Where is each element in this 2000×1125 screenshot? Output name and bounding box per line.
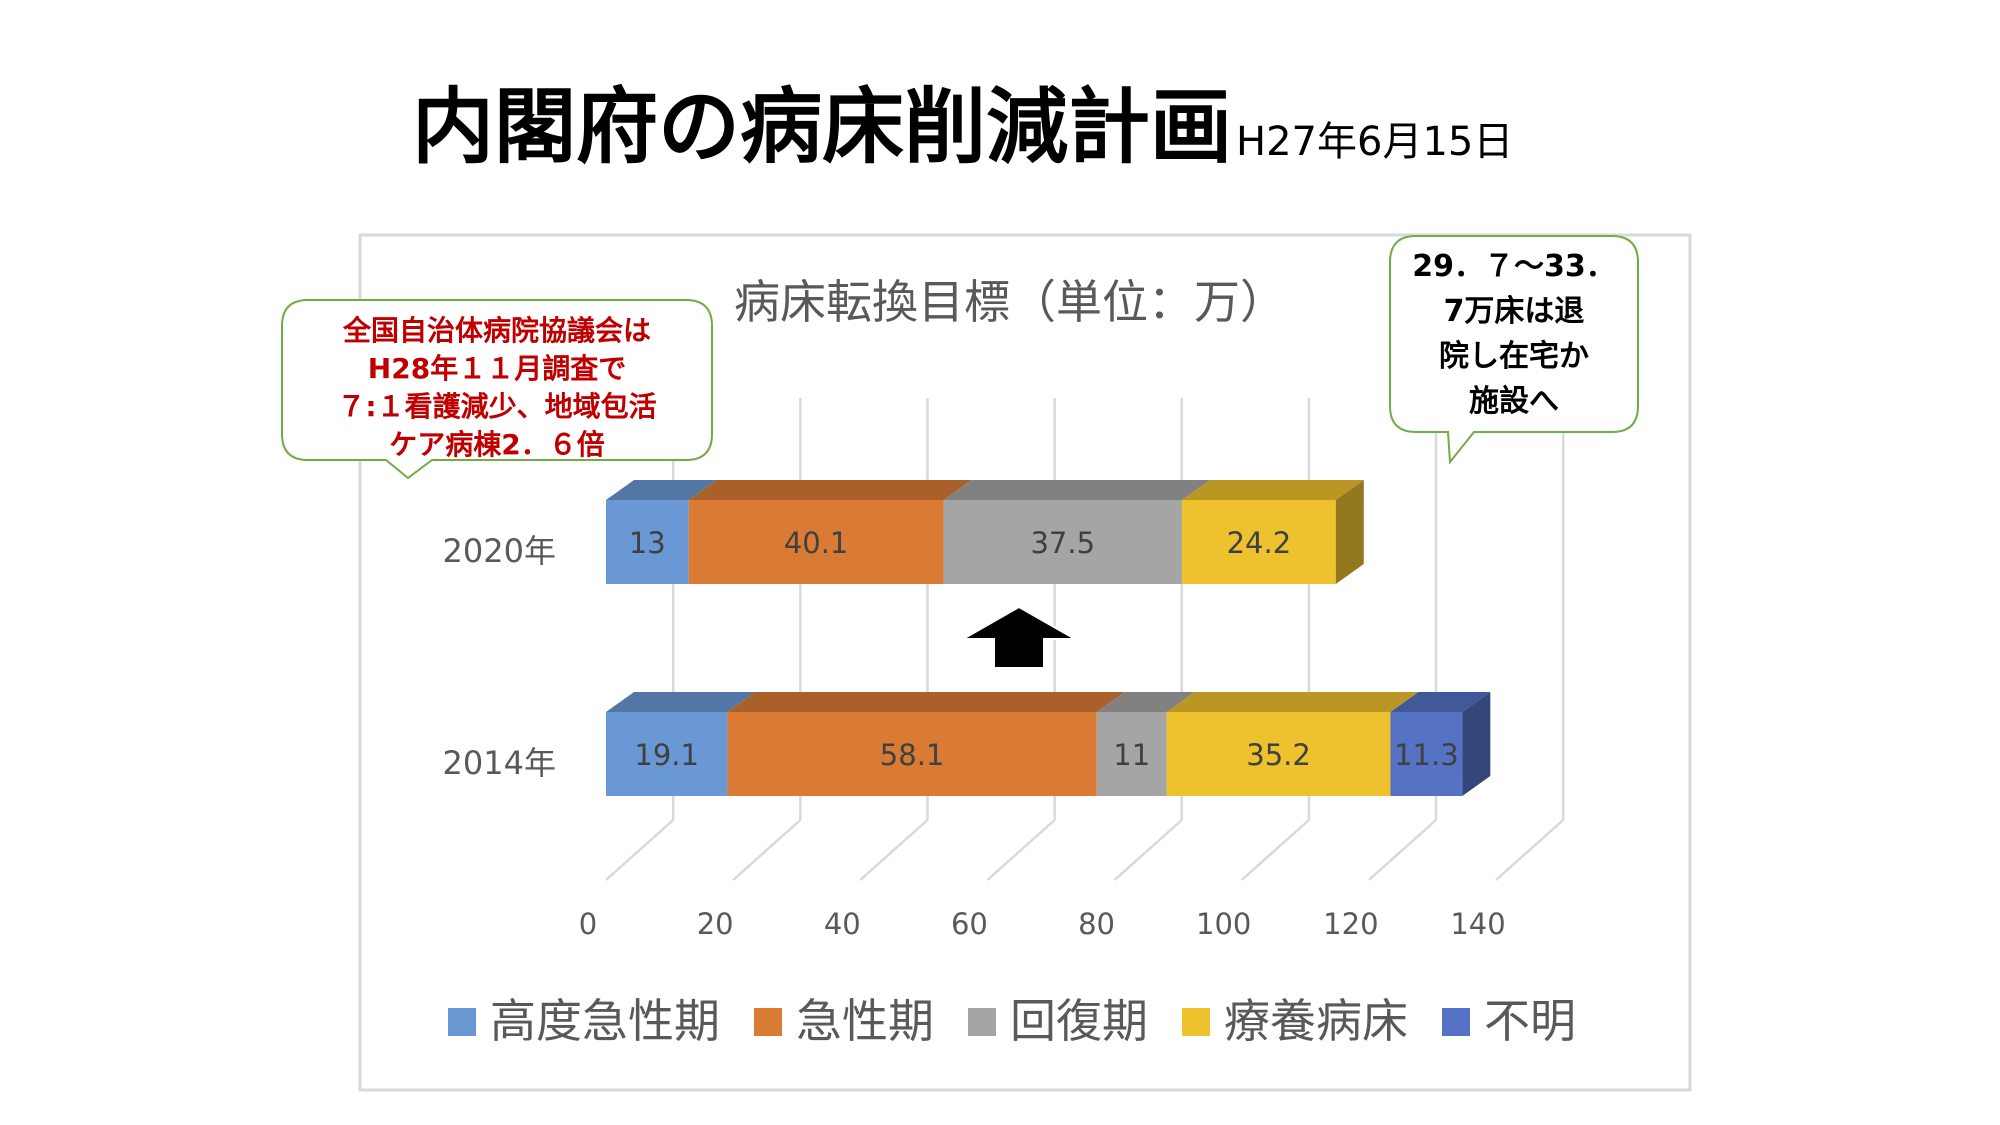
bar: [943, 500, 1182, 584]
legend-swatch: [448, 1008, 476, 1036]
callout-line: 7万床は退: [1444, 294, 1585, 329]
legend-label: 急性期: [796, 994, 934, 1048]
bar: [1390, 712, 1463, 796]
category-label: 2014年: [443, 744, 556, 782]
legend-label: 療養病床: [1224, 994, 1408, 1048]
data-label: 24.2: [1227, 526, 1292, 560]
data-label: 58.1: [880, 738, 945, 772]
callout-line: ７:１看護減少、地域包活: [337, 390, 656, 423]
bar-top: [1181, 480, 1364, 500]
bar: [1181, 500, 1336, 584]
legend-swatch: [1442, 1008, 1470, 1036]
chart-title: 病床転換目標（単位：万）: [734, 275, 1286, 329]
x-tick-label: 120: [1323, 907, 1378, 941]
grid-floor-line: [1495, 819, 1565, 881]
callout-box: [1389, 235, 1639, 465]
data-label: 19.1: [634, 738, 699, 772]
bar: [606, 500, 689, 584]
bar-top: [606, 480, 717, 500]
callout-line: 29．７～33．: [1412, 249, 1616, 284]
x-tick-label: 40: [824, 907, 861, 941]
title-date: H27年6月15日: [1236, 119, 1514, 165]
callout-line: ケア病棟2．６倍: [389, 428, 604, 461]
bar-top: [606, 692, 756, 712]
x-tick-labels: 0 20 40 60 80 100 120 140: [579, 907, 1506, 941]
grid-floor-line: [1113, 819, 1183, 881]
legend-swatch: [754, 1008, 782, 1036]
callout-line: 院し在宅か: [1439, 339, 1589, 374]
bar-top: [1096, 692, 1195, 712]
legend-swatch: [968, 1008, 996, 1036]
category-labels: 2020年 2014年: [443, 532, 556, 782]
grid-floor-line: [732, 819, 802, 881]
bar-side: [1462, 692, 1491, 796]
legend-swatch: [1182, 1008, 1210, 1036]
x-tick-label: 80: [1078, 907, 1115, 941]
callout-line: 全国自治体病院協議会は: [342, 314, 651, 347]
x-tick-label: 0: [579, 907, 597, 941]
grid-floor-line: [1368, 819, 1437, 881]
bar-top: [943, 480, 1210, 500]
callout-line: H28年１１月調査で: [368, 352, 626, 385]
bar: [727, 712, 1097, 796]
data-label: 13: [629, 526, 666, 560]
grid-floor-line: [986, 819, 1056, 881]
legend-label: 回復期: [1010, 994, 1148, 1048]
callout-box: [281, 299, 713, 480]
bar: [1166, 712, 1391, 796]
up-arrow-icon: [959, 605, 1079, 669]
data-label: 37.5: [1030, 526, 1095, 560]
legend-label: 高度急性期: [490, 994, 720, 1048]
x-tick-label: 60: [951, 907, 988, 941]
x-tick-label: 140: [1450, 907, 1505, 941]
grid-floor-line: [859, 819, 929, 881]
data-label: 11: [1113, 738, 1150, 772]
grid-floor-line: [605, 819, 675, 881]
bar-top: [1390, 692, 1491, 712]
data-label: 11.3: [1394, 738, 1459, 772]
bar-top: [688, 480, 972, 500]
callout-line: 施設へ: [1469, 384, 1559, 419]
slide-title: 内閣府の病床削減計画 H27年6月15日: [412, 60, 1513, 179]
legend: 高度急性期 急性期 回復期 療養病床 不明: [448, 994, 1576, 1048]
category-label: 2020年: [443, 532, 556, 570]
data-label: 35.2: [1246, 738, 1311, 772]
title-text: 内閣府の病床削減計画: [412, 80, 1233, 175]
bar-side: [1335, 480, 1364, 584]
bar-top: [727, 692, 1125, 712]
bar: [1096, 712, 1167, 796]
bar: [606, 712, 728, 796]
legend-label: 不明: [1484, 994, 1576, 1048]
grid-floor-line: [1240, 819, 1310, 881]
callout-left: 全国自治体病院協議会は H28年１１月調査で ７:１看護減少、地域包活ケア病棟2．６…: [281, 299, 713, 480]
x-tick-label: 100: [1196, 907, 1251, 941]
bar: [688, 500, 944, 584]
bar-top: [1166, 692, 1419, 712]
data-label: 40.1: [784, 526, 849, 560]
x-tick-label: 20: [697, 907, 734, 941]
up-arrow-shape: [959, 605, 1079, 669]
bars: 13 40.1 37.5 24.2 19.1 58.1 11 35.2 11.3: [606, 480, 1491, 796]
